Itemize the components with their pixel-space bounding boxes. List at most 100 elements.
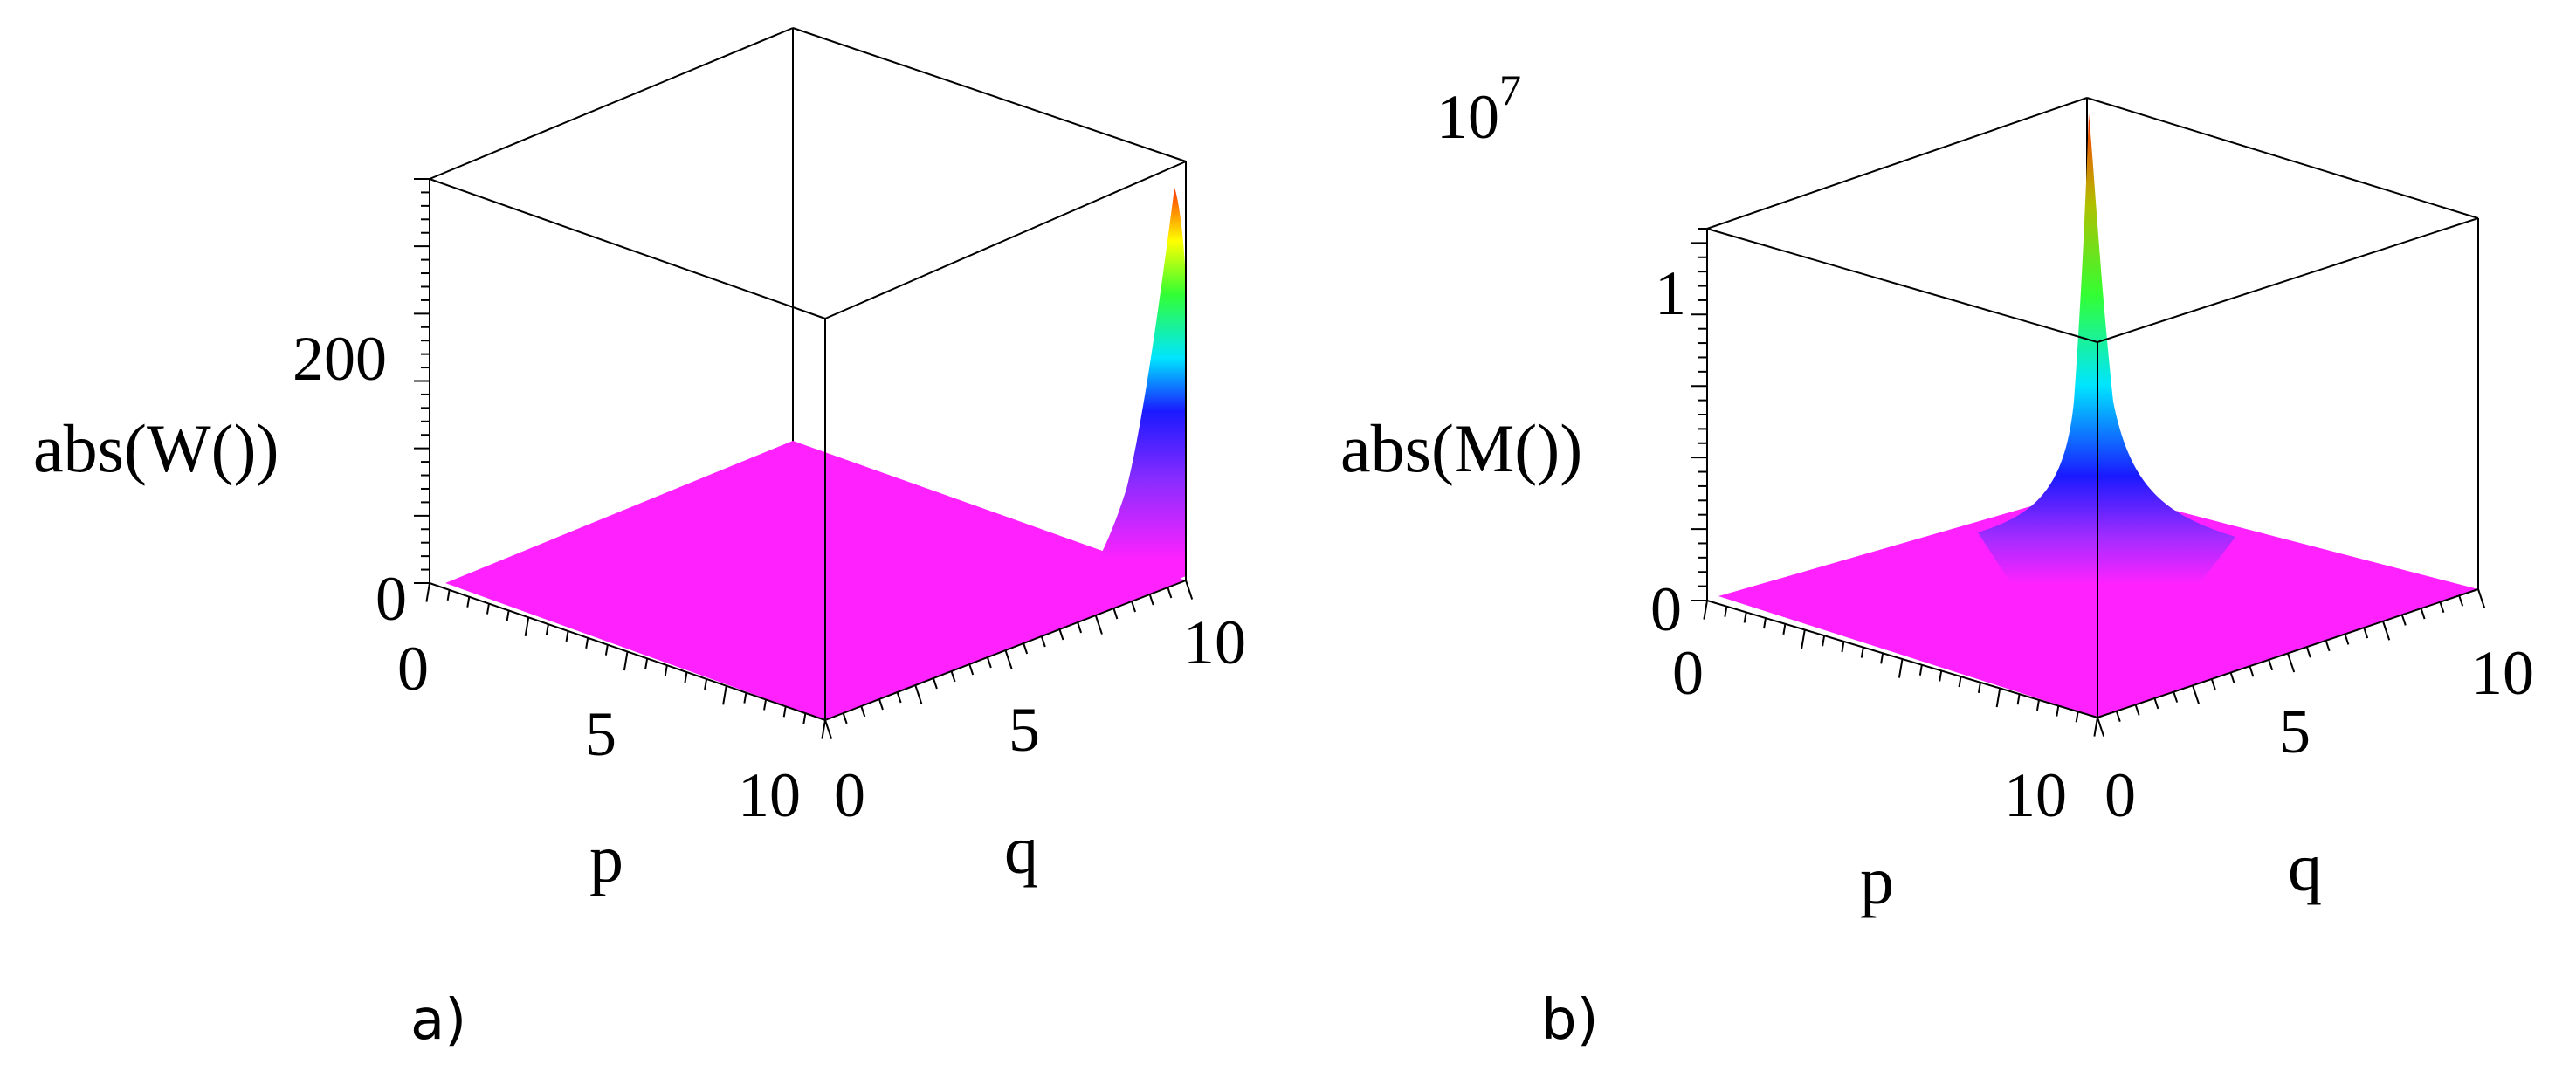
a-q-tick-20 xyxy=(1185,580,1194,600)
x-axis-label-a: p xyxy=(589,821,623,896)
b-q-tick-8 xyxy=(2249,665,2255,677)
a-q-tick-17 xyxy=(1131,601,1136,613)
b-p-tick-18 xyxy=(2056,705,2060,717)
b-q-tick-1 xyxy=(2115,711,2121,722)
a-p-tick-8 xyxy=(585,637,589,649)
a-p-tick-0 xyxy=(425,582,430,602)
surface-wall-a xyxy=(825,188,1186,720)
y-tick-10-a: 10 xyxy=(1183,608,1246,677)
a-q-tick-0 xyxy=(824,719,833,739)
b-q-tick-12 xyxy=(2325,640,2331,652)
b-q-tick-3 xyxy=(2153,697,2159,710)
panel-label-a: a) xyxy=(410,988,466,1053)
b-q-tick-19 xyxy=(2458,595,2464,607)
y-axis-label-a: q xyxy=(1004,812,1038,888)
z-axis-label-a: abs(W()) xyxy=(33,410,279,486)
z-axis-label-b: abs(M()) xyxy=(1340,410,1582,486)
x-axis-label-b: p xyxy=(1860,842,1894,918)
a-q-tick-11 xyxy=(1023,642,1029,655)
z-tick-0-b: 0 xyxy=(1650,574,1682,644)
a-p-tick-18 xyxy=(782,706,787,718)
b-p-tick-20 xyxy=(2093,717,2098,737)
a-p-tick-1 xyxy=(446,589,451,601)
b-p-tick-9 xyxy=(1880,653,1884,664)
a-q-tick-7 xyxy=(950,670,956,683)
a-q-tick-18 xyxy=(1148,594,1154,606)
y-axis-label-b: q xyxy=(2288,829,2322,905)
a-q-tick-19 xyxy=(1167,587,1173,599)
x-tick-0-a: 0 xyxy=(397,634,429,704)
a-q-tick-3 xyxy=(878,698,884,711)
a-p-tick-13 xyxy=(684,671,688,683)
a-q-tick-9 xyxy=(986,656,992,669)
b-p-tick-5 xyxy=(1801,629,1806,649)
b-q-tick-13 xyxy=(2344,634,2350,645)
b-p-tick-11 xyxy=(1918,664,1923,676)
b-q-tick-0 xyxy=(2097,717,2105,737)
a-p-tick-17 xyxy=(763,699,768,711)
b-p-tick-3 xyxy=(1763,617,1767,629)
a-q-tick-6 xyxy=(932,677,938,690)
panel-a: abs(W()) 200 0 0 5 10 0 5 10 p q a) xyxy=(33,27,1246,1053)
b-q-tick-16 xyxy=(2400,615,2407,626)
z-scale-label-b: 107 xyxy=(1436,65,1521,152)
a-q-tick-16 xyxy=(1112,608,1119,620)
y-tick-0-b: 0 xyxy=(2104,760,2136,830)
b-q-tick-18 xyxy=(2439,601,2445,614)
a-q-tick-8 xyxy=(968,663,975,676)
y-tick-5-a: 5 xyxy=(1009,695,1040,765)
a-p-tick-5 xyxy=(524,617,530,637)
b-q-tick-5 xyxy=(2192,684,2201,705)
a-p-tick-19 xyxy=(802,712,807,724)
a-p-tick-4 xyxy=(506,610,510,621)
b-q-tick-11 xyxy=(2305,646,2311,658)
a-p-tick-12 xyxy=(664,665,668,676)
z-tick-0-a: 0 xyxy=(375,564,407,634)
b-p-tick-4 xyxy=(1782,623,1787,635)
b-p-tick-6 xyxy=(1822,635,1826,647)
x-tick-10-b: 10 xyxy=(2004,760,2067,830)
tick-marks-b xyxy=(1691,228,2486,737)
a-q-tick-4 xyxy=(896,691,902,704)
x-tick-10-a: 10 xyxy=(738,760,801,830)
y-tick-5-b: 5 xyxy=(2279,697,2311,766)
a-q-tick-5 xyxy=(914,684,923,704)
a-q-tick-1 xyxy=(842,712,848,724)
a-p-tick-7 xyxy=(565,630,569,642)
a-p-tick-15 xyxy=(722,685,727,705)
b-q-tick-10 xyxy=(2287,653,2296,673)
a-p-tick-6 xyxy=(545,623,549,635)
b-q-tick-14 xyxy=(2363,627,2369,639)
a-p-tick-11 xyxy=(644,658,649,669)
a-p-tick-2 xyxy=(466,596,471,608)
b-q-tick-20 xyxy=(2477,588,2486,608)
b-p-tick-2 xyxy=(1743,612,1747,623)
b-q-tick-9 xyxy=(2268,659,2274,671)
z-tick-200-a: 200 xyxy=(293,324,387,394)
a-p-tick-3 xyxy=(486,603,490,615)
b-p-tick-12 xyxy=(1939,670,1943,682)
b-p-tick-0 xyxy=(1703,600,1708,620)
b-q-tick-7 xyxy=(2229,672,2235,683)
a-q-tick-2 xyxy=(860,705,866,718)
tick-marks-a xyxy=(414,178,1194,739)
b-p-tick-16 xyxy=(2016,694,2021,705)
b-q-tick-15 xyxy=(2382,621,2391,641)
a-q-tick-13 xyxy=(1058,628,1064,641)
a-p-tick-10 xyxy=(623,651,629,671)
a-q-tick-12 xyxy=(1040,635,1046,648)
b-p-tick-14 xyxy=(1977,682,1981,693)
b-p-tick-10 xyxy=(1898,658,1904,678)
a-q-tick-15 xyxy=(1094,615,1103,635)
surface-spike-b xyxy=(1978,113,2235,718)
x-tick-0-b: 0 xyxy=(1672,638,1704,708)
b-p-tick-19 xyxy=(2075,711,2079,723)
b-p-tick-8 xyxy=(1860,647,1864,658)
a-q-tick-10 xyxy=(1004,649,1013,669)
b-q-tick-2 xyxy=(2134,704,2140,716)
a-q-tick-14 xyxy=(1077,621,1083,634)
panel-b: 107 abs(M()) 1 0 0 10 0 5 10 p q b) xyxy=(1340,65,2534,1053)
y-tick-0-a: 0 xyxy=(834,760,865,830)
b-p-tick-7 xyxy=(1841,641,1845,653)
a-p-tick-14 xyxy=(704,678,708,690)
